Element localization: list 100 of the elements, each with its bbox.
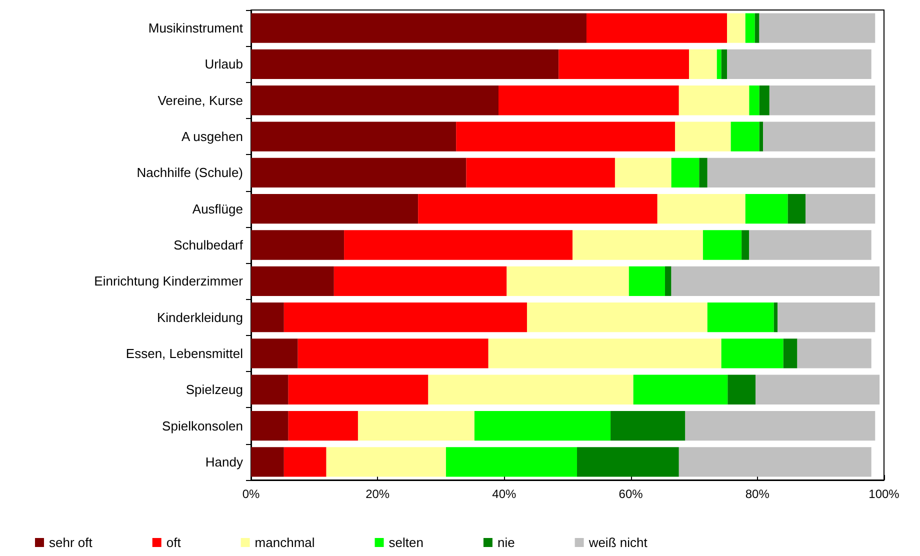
bar — [358, 410, 474, 441]
bar — [664, 266, 672, 296]
bar — [251, 158, 466, 188]
legend-label: selten — [388, 535, 424, 550]
bar — [344, 230, 573, 260]
bar — [474, 410, 611, 441]
bar — [721, 338, 784, 368]
y-tick-label: Kinderkleidung — [156, 310, 243, 325]
bar — [671, 266, 880, 296]
bar — [742, 230, 750, 260]
bar — [707, 158, 876, 188]
bar — [446, 447, 577, 477]
y-tick-label: Schulbedarf — [174, 238, 244, 252]
bar — [749, 230, 872, 260]
bar — [763, 122, 876, 152]
bar — [671, 158, 700, 188]
x-tick-label: 80% — [745, 487, 770, 501]
bar — [610, 410, 686, 441]
x-tick-label: 0% — [242, 487, 260, 501]
y-tick-label: Vereine, Kurse — [158, 92, 243, 108]
bar — [721, 49, 728, 80]
bar — [716, 49, 722, 80]
bar — [251, 410, 288, 441]
bar — [614, 158, 672, 188]
bar — [251, 266, 334, 296]
bar — [728, 374, 756, 404]
x-tick-label: 20% — [366, 487, 390, 501]
bar — [806, 194, 876, 224]
bar — [466, 158, 615, 188]
bar — [783, 338, 798, 368]
bar — [685, 410, 876, 441]
bar — [418, 194, 658, 224]
bar — [707, 302, 774, 332]
bar — [251, 302, 284, 332]
bar — [288, 410, 358, 441]
x-tick-label: 40% — [492, 487, 517, 501]
bar — [558, 49, 690, 80]
y-tick-label: A usgehen — [182, 129, 243, 144]
bar — [657, 194, 746, 224]
bar — [759, 13, 876, 43]
bar — [456, 122, 676, 152]
y-tick-label: Urlaub — [204, 56, 243, 72]
bar — [251, 374, 288, 404]
bar — [498, 86, 679, 116]
bar — [251, 194, 418, 224]
bar — [251, 338, 298, 368]
bar — [778, 302, 876, 332]
bar — [699, 158, 708, 188]
bar — [428, 374, 634, 404]
bar — [756, 374, 880, 404]
bar — [745, 13, 755, 43]
y-tick-label: Handy — [205, 454, 244, 470]
bar — [745, 194, 788, 224]
bar — [702, 230, 742, 260]
bar — [284, 447, 326, 477]
bar — [506, 266, 629, 296]
bar — [788, 194, 806, 224]
bar — [774, 302, 778, 332]
bar — [633, 374, 728, 404]
y-tick-label: Spielzeug — [186, 382, 243, 398]
y-tick-label: Ausflüge — [192, 201, 243, 216]
bar — [251, 13, 586, 43]
bar — [759, 122, 764, 152]
bar — [628, 266, 665, 296]
x-tick-label: 60% — [618, 487, 644, 501]
bar — [334, 266, 507, 296]
bar — [526, 302, 708, 332]
y-tick-label: Musikinstrument — [148, 20, 244, 36]
bar — [326, 447, 446, 477]
bar — [576, 447, 679, 477]
bar — [251, 49, 559, 80]
bar — [251, 122, 456, 152]
bar — [769, 86, 876, 116]
y-tick-label: Nachhilfe (Schule) — [136, 165, 243, 180]
bar — [730, 122, 760, 152]
bar — [675, 122, 731, 152]
bar — [727, 13, 746, 43]
bar — [251, 230, 344, 260]
legend-label: sehr oft — [49, 535, 93, 550]
bar — [689, 49, 717, 80]
bar — [251, 447, 284, 477]
bar — [754, 13, 760, 43]
y-tick-label: Spielkonsolen — [162, 418, 243, 434]
bar — [797, 338, 872, 368]
bar — [251, 86, 499, 116]
bar — [586, 13, 728, 43]
x-tick-label: 100% — [868, 487, 900, 501]
bar — [572, 230, 703, 260]
bar — [298, 338, 488, 368]
bar — [288, 374, 428, 404]
legend-label: oft — [166, 535, 182, 550]
y-tick-label: Essen, Lebensmittel — [126, 346, 244, 361]
bar — [749, 86, 760, 116]
bar — [678, 86, 750, 116]
bar — [284, 302, 527, 332]
bar — [488, 338, 722, 368]
bar — [678, 447, 872, 477]
legend-label: nie — [497, 535, 515, 550]
legend-label: weiß nicht — [588, 535, 648, 550]
bar — [759, 86, 770, 116]
